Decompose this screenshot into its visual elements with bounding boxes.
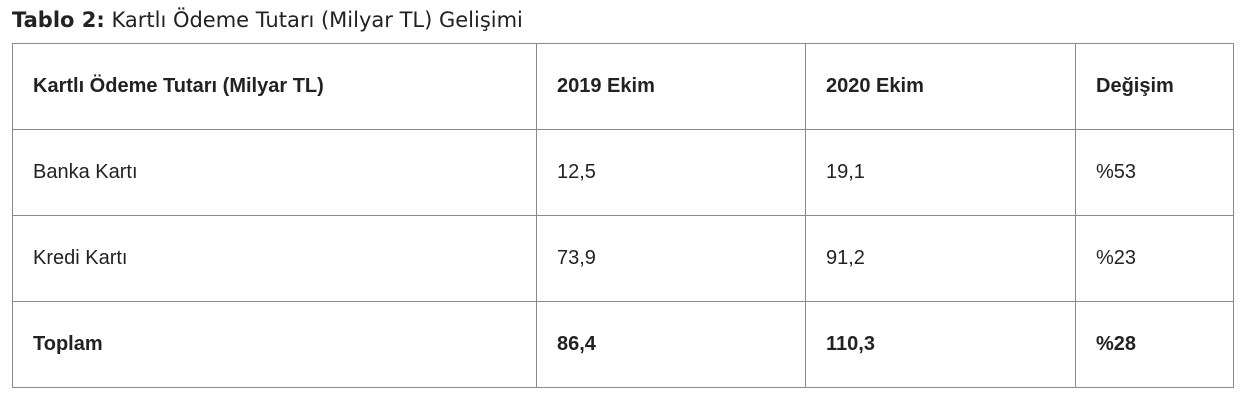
- table-cell: Toplam: [12, 301, 537, 388]
- table-cell: 91,2: [805, 215, 1076, 302]
- caption-label: Tablo 2:: [12, 8, 105, 32]
- column-header: Değişim: [1075, 43, 1234, 130]
- column-header: Kartlı Ödeme Tutarı (Milyar TL): [12, 43, 537, 130]
- table-row: Toplam 86,4 110,3 %28: [12, 301, 1234, 388]
- table-cell: Kredi Kartı: [12, 215, 537, 302]
- table-row: Kredi Kartı 73,9 91,2 %23: [12, 215, 1234, 302]
- header-row: Kartlı Ödeme Tutarı (Milyar TL) 2019 Ekim…: [12, 43, 1234, 130]
- data-table: Kartlı Ödeme Tutarı (Milyar TL) 2019 Ekim…: [12, 43, 1234, 388]
- table-cell: %28: [1075, 301, 1234, 388]
- table-cell: 86,4: [536, 301, 806, 388]
- table-cell: %53: [1075, 129, 1234, 216]
- table-cell: %23: [1075, 215, 1234, 302]
- table-cell: 12,5: [536, 129, 806, 216]
- table-row: Banka Kartı 12,5 19,1 %53: [12, 129, 1234, 216]
- table-cell: Banka Kartı: [12, 129, 537, 216]
- table-cell: 73,9: [536, 215, 806, 302]
- table-cell: 110,3: [805, 301, 1076, 388]
- table-cell: 19,1: [805, 129, 1076, 216]
- table-caption: Tablo 2: Kartlı Ödeme Tutarı (Milyar TL)…: [12, 8, 523, 32]
- column-header: 2019 Ekim: [536, 43, 806, 130]
- caption-title: Kartlı Ödeme Tutarı (Milyar TL) Gelişimi: [111, 8, 523, 32]
- column-header: 2020 Ekim: [805, 43, 1076, 130]
